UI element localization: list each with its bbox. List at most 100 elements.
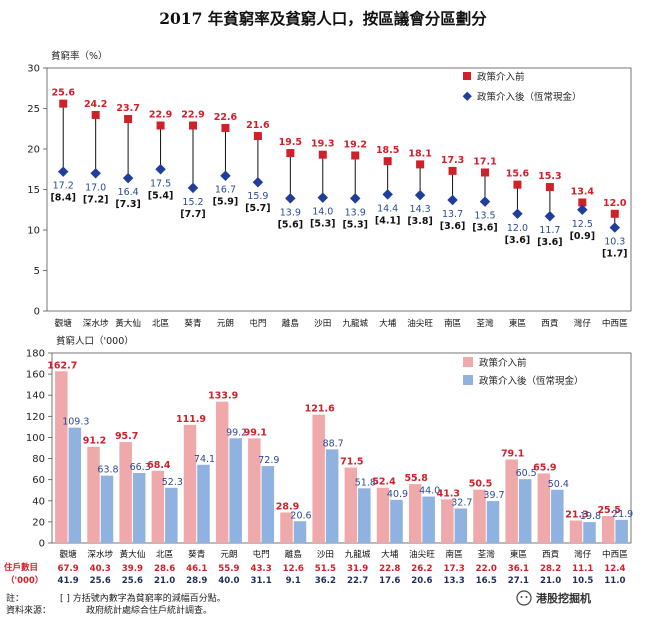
bar-before-value: 121.6: [305, 404, 335, 415]
households-after-value: 16.5: [476, 576, 497, 586]
before-marker: [253, 132, 262, 141]
households-before-value: 51.5: [315, 564, 336, 574]
category-label: 離島: [282, 317, 300, 329]
bar-before: [537, 473, 551, 543]
after-value-label: 13.7: [442, 209, 463, 220]
before-value-label: 15.3: [538, 171, 561, 182]
category-label: 東區: [509, 317, 527, 329]
before-marker: [383, 157, 392, 166]
category-label: 離島: [285, 548, 303, 560]
bar-before-value: 133.9: [208, 391, 238, 402]
before-marker: [481, 168, 489, 177]
before-value-label: 13.4: [571, 186, 595, 197]
category-label: 元朗: [217, 317, 234, 329]
before-marker: [610, 209, 619, 218]
after-value-label: 10.3: [604, 237, 625, 248]
households-after-value: 27.1: [508, 576, 529, 586]
category-label: 九龍城: [345, 548, 371, 560]
note-label: 註：: [6, 592, 24, 604]
reduction-label: [5.9]: [213, 197, 239, 208]
category-label: 南區: [444, 317, 462, 329]
households-after-value: 25.6: [90, 576, 111, 586]
bar-after: [68, 427, 82, 543]
category-label: 灣仔: [574, 317, 592, 329]
bar-after-value: 20.6: [290, 510, 311, 521]
after-value-label: 15.2: [182, 197, 203, 208]
legend-before-swatch: [463, 357, 473, 367]
after-marker: [252, 176, 264, 188]
reduction-label: [8.4]: [50, 193, 76, 204]
y-tick-label: 120: [26, 412, 45, 423]
before-value-label: 17.3: [441, 155, 464, 166]
households-after-value: 25.6: [122, 576, 143, 586]
category-label: 大埔: [379, 317, 397, 329]
reduction-label: [4.1]: [375, 215, 401, 226]
category-label: 東區: [510, 548, 528, 560]
households-label: 住戶數目: [4, 562, 38, 573]
bar-before-value: 52.4: [372, 477, 396, 488]
households-after-value: 28.9: [186, 576, 207, 586]
y-tick-label: 5: [34, 266, 40, 277]
before-marker: [448, 166, 457, 175]
chart-title: 2017 年貧窮率及貧窮人口，按區議會分區劃分: [159, 9, 487, 28]
category-label: 屯門: [252, 548, 269, 560]
poverty-rate-chart: 0 5 10 15 20 25 30 貧窮率（%） 25.6 17.2[8.4] 觀塘 24.2 17.…: [27, 50, 632, 329]
bar-before: [87, 446, 100, 543]
households-after-value: 11.0: [604, 576, 625, 586]
category-label: 黃大仙: [115, 317, 141, 329]
bar-after: [100, 475, 114, 543]
before-value-label: 17.1: [473, 156, 496, 167]
after-marker: [512, 208, 523, 220]
bar-after-value: 19.8: [580, 511, 601, 522]
after-marker: [382, 189, 393, 200]
households-after-value: 31.1: [250, 576, 271, 586]
bar-after: [518, 479, 532, 543]
households-before-value: 31.9: [347, 564, 368, 574]
after-value-label: 12.5: [572, 219, 593, 230]
after-value-label: 16.7: [215, 185, 236, 196]
reduction-label: [1.7]: [602, 249, 628, 260]
bar-after: [325, 449, 339, 543]
households-after-value: 36.2: [315, 576, 336, 586]
bar-after-value: 60.5: [516, 468, 537, 479]
bar-after: [486, 501, 500, 543]
bar-after: [551, 489, 564, 543]
bar-after: [422, 496, 435, 543]
bar-before: [248, 438, 261, 543]
after-marker: [349, 193, 361, 204]
before-value-label: 22.6: [214, 112, 238, 123]
reduction-label: [7.7]: [180, 209, 206, 220]
bar-after-value: 21.9: [612, 509, 633, 520]
wechat-icon-eye: [520, 596, 523, 598]
category-label: 油尖旺: [407, 317, 433, 329]
after-marker: [447, 194, 458, 206]
plot-frame: [51, 352, 632, 544]
after-value-label: 13.9: [345, 207, 366, 218]
after-marker: [155, 164, 166, 175]
category-label: 屯門: [249, 317, 266, 329]
bar-before-value: 50.5: [469, 479, 492, 490]
bar-before: [344, 467, 358, 543]
bar-before-value: 162.7: [47, 360, 77, 371]
before-value-label: 19.2: [343, 139, 366, 150]
households-before-value: 22.8: [379, 564, 400, 574]
households-before-value: 40.3: [90, 564, 111, 574]
y-tick-label: 160: [26, 370, 45, 381]
households-before-value: 17.3: [443, 564, 464, 574]
households-after-value: 9.1: [286, 576, 301, 586]
bar-before-value: 68.4: [147, 460, 171, 471]
before-marker: [221, 123, 230, 132]
households-before-value: 36.1: [508, 564, 529, 574]
bar-after: [132, 473, 146, 543]
category-label: 油尖旺: [409, 548, 435, 560]
legend-before-label: 政策介入前: [477, 71, 525, 83]
bar-after: [454, 508, 468, 543]
y-tick-label: 20: [27, 145, 40, 156]
bar-after-value: 99.2: [226, 427, 247, 438]
households-before-value: 12.6: [283, 564, 304, 574]
before-marker: [578, 198, 587, 207]
before-value-label: 12.0: [603, 198, 627, 209]
y-tick-label: 0: [39, 539, 45, 550]
before-marker: [351, 151, 360, 160]
before-marker: [156, 121, 165, 130]
